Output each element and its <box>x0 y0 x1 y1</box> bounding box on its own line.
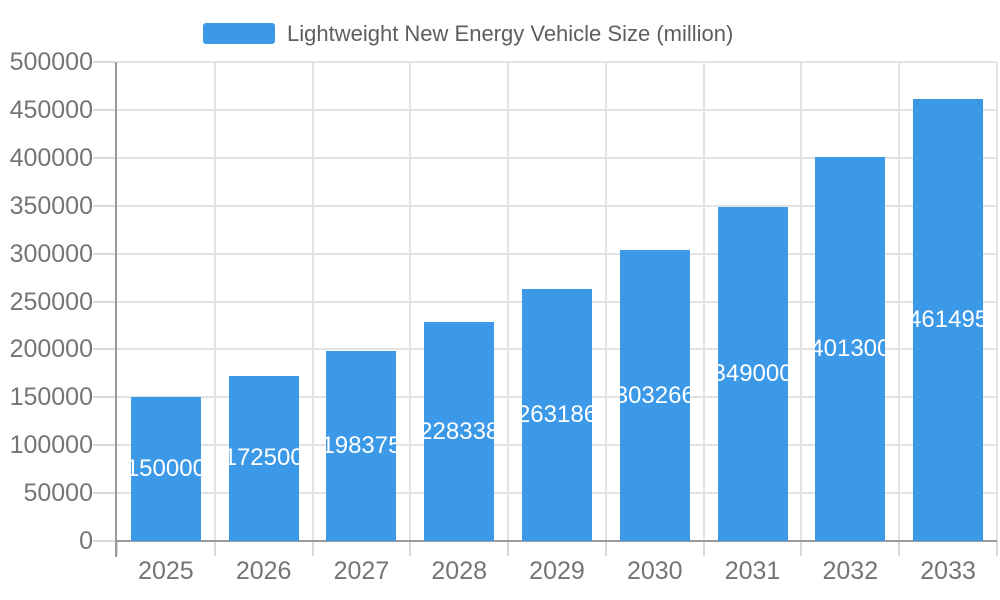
y-axis-label: 400000 <box>9 143 93 172</box>
bar-value-label: 401300 <box>815 334 886 362</box>
y-axis-label: 100000 <box>9 431 93 460</box>
y-axis-label: 500000 <box>9 48 93 76</box>
bar-2029[interactable]: 263186 <box>522 288 592 541</box>
y-axis-label: 350000 <box>9 191 93 220</box>
y-axis-label: 150000 <box>9 383 93 412</box>
y-axis-label: 300000 <box>9 239 93 268</box>
x-axis-label: 2030 <box>626 557 683 585</box>
gridline-horizontal <box>117 156 997 159</box>
gridline-vertical <box>702 62 705 541</box>
x-axis-tick <box>409 541 412 556</box>
y-axis-tick <box>93 252 115 255</box>
bar-2031[interactable]: 349000 <box>717 206 788 541</box>
y-axis-tick <box>93 348 115 351</box>
y-axis-label: 200000 <box>9 335 93 364</box>
y-axis-label: 250000 <box>9 287 93 316</box>
gridline-vertical <box>507 62 510 541</box>
x-axis-label: 2027 <box>333 557 390 585</box>
bar-value-label: 172500 <box>228 444 299 472</box>
x-axis-tick <box>800 541 803 556</box>
gridline-horizontal <box>117 108 997 111</box>
y-axis-label: 50000 <box>23 479 93 508</box>
bar-2033[interactable]: 461495 <box>913 98 984 541</box>
bar-value-label: 228338 <box>424 417 495 445</box>
y-axis-tick <box>93 444 115 447</box>
legend-item[interactable]: Lightweight New Energy Vehicle Size (mil… <box>203 20 733 47</box>
gridline-vertical <box>996 62 998 541</box>
bar-value-label: 150000 <box>130 455 201 483</box>
y-axis-tick <box>93 396 115 399</box>
gridline-horizontal <box>117 61 997 63</box>
y-axis-label: 450000 <box>9 95 93 124</box>
bar-value-label: 263186 <box>522 400 592 428</box>
x-axis-tick <box>702 541 705 556</box>
gridline-vertical <box>800 62 803 541</box>
y-axis-tick <box>93 300 115 303</box>
y-axis-label: 0 <box>79 527 93 555</box>
bar-value-label: 461495 <box>913 305 984 333</box>
bar-2032[interactable]: 401300 <box>815 156 886 541</box>
x-axis-tick <box>507 541 510 556</box>
bar-value-label: 303266 <box>619 381 690 409</box>
y-axis-tick <box>93 156 115 159</box>
bar-2030[interactable]: 303266 <box>619 250 690 541</box>
x-axis-tick <box>996 541 998 556</box>
x-axis-tick <box>898 541 901 556</box>
x-axis-label: 2033 <box>920 557 976 585</box>
y-axis-tick <box>93 540 115 542</box>
y-axis-tick <box>93 61 115 63</box>
x-axis-line <box>115 540 997 542</box>
gridline-vertical <box>213 62 216 541</box>
bar-2025[interactable]: 150000 <box>130 397 201 541</box>
gridline-vertical <box>898 62 901 541</box>
gridline-vertical <box>311 62 314 541</box>
gridline-horizontal <box>117 204 997 207</box>
x-axis-label: 2029 <box>529 557 585 585</box>
x-axis-tick <box>213 541 216 556</box>
x-axis-label: 2032 <box>822 557 879 585</box>
legend-label: Lightweight New Energy Vehicle Size (mil… <box>287 21 734 46</box>
bar-2027[interactable]: 198375 <box>326 350 397 541</box>
x-axis-label: 2025 <box>138 557 194 585</box>
x-axis-label: 2028 <box>431 557 488 585</box>
x-axis-tick <box>604 541 607 556</box>
gridline-vertical <box>604 62 607 541</box>
x-axis-label: 2026 <box>235 557 292 585</box>
bar-2026[interactable]: 172500 <box>228 375 299 541</box>
y-axis-tick <box>93 492 115 495</box>
legend-marker <box>203 23 275 44</box>
x-axis-tick <box>116 541 118 556</box>
y-axis-tick <box>93 204 115 207</box>
y-axis-tick <box>93 108 115 111</box>
x-axis-tick <box>311 541 314 556</box>
bar-value-label: 198375 <box>326 431 397 459</box>
gridline-horizontal <box>117 252 997 255</box>
bar-2028[interactable]: 228338 <box>424 322 495 541</box>
bar-value-label: 349000 <box>717 359 788 387</box>
gridline-vertical <box>409 62 412 541</box>
y-axis-line <box>115 62 117 557</box>
x-axis-label: 2031 <box>724 557 781 585</box>
